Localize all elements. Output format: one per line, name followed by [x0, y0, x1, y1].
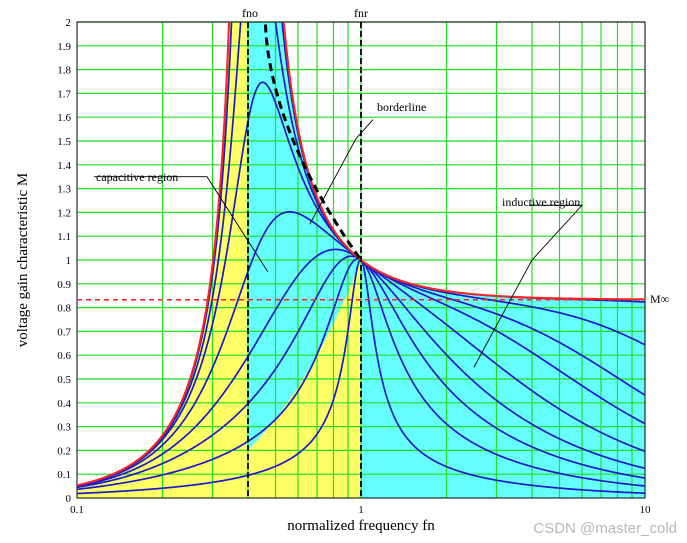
y-tick-label: 1.5	[57, 136, 71, 148]
asymptote-label: M∞	[650, 292, 669, 306]
x-tick-label: 10	[640, 504, 652, 516]
y-axis-title: voltage gain characteristic M	[15, 173, 31, 348]
y-tick-label: 0.2	[57, 445, 71, 457]
y-tick-label: 1.3	[57, 184, 71, 196]
y-tick-label: 0.4	[57, 398, 71, 410]
annotation-borderline: borderline	[377, 100, 426, 114]
x-tick-label: 0.1	[70, 504, 84, 516]
borderline-leader	[309, 119, 374, 225]
watermark: CSDN @master_cold	[533, 520, 677, 537]
marker-label-fno: fno	[242, 6, 258, 20]
y-tick-label: 1.4	[57, 160, 71, 172]
y-tick-label: 0.5	[57, 374, 71, 386]
annotation-inductive-region: inductive region	[502, 195, 580, 209]
capacitive-leader	[94, 176, 269, 273]
inductive-leader	[473, 204, 584, 368]
y-tick-label: 1	[66, 255, 72, 267]
y-tick-label: 0.6	[57, 350, 71, 362]
y-tick-label: 0.7	[57, 326, 71, 338]
markers	[77, 22, 645, 498]
y-tick-label: 0	[66, 493, 72, 505]
x-axis-title: normalized frequency fn	[287, 518, 435, 534]
y-tick-label: 0.3	[57, 422, 71, 434]
annotation-capacitive-region: capacitive region	[96, 170, 178, 184]
y-tick-label: 1.2	[57, 207, 71, 219]
y-tick-label: 1.9	[57, 41, 71, 53]
x-tick-label: 1	[358, 504, 364, 516]
y-tick-label: 1.1	[57, 231, 71, 243]
borderline-curve	[263, 24, 363, 261]
y-tick-label: 1.7	[57, 88, 71, 100]
y-tick-label: 1.6	[57, 112, 71, 124]
y-tick-label: 0.8	[57, 303, 71, 315]
marker-label-fnr: fnr	[354, 6, 368, 20]
tick-labels: 00.10.20.30.40.50.60.70.80.911.11.21.31.…	[57, 17, 651, 516]
y-tick-label: 1.8	[57, 65, 71, 77]
y-tick-label: 2	[66, 17, 72, 29]
y-tick-label: 0.1	[57, 469, 71, 481]
y-tick-label: 0.9	[57, 279, 71, 291]
